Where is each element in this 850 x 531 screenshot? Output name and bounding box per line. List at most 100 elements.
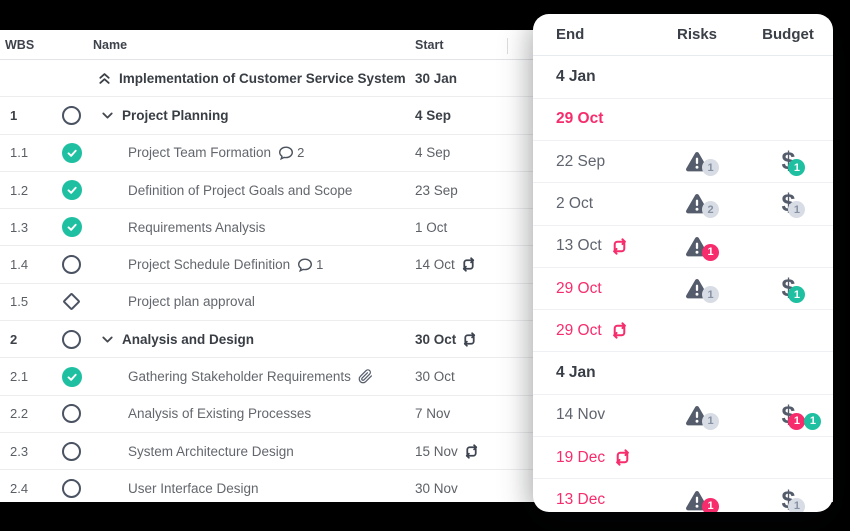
- status-done-icon[interactable]: [61, 366, 82, 387]
- column-header-start[interactable]: Start: [415, 37, 444, 52]
- end-date: 29 Oct: [556, 110, 604, 128]
- status-open-icon[interactable]: [62, 478, 81, 498]
- comment-bubble-icon: [297, 257, 313, 273]
- recurring-icon: [611, 238, 628, 255]
- column-header-end[interactable]: End: [556, 26, 585, 44]
- task-name: Gathering Stakeholder Requirements: [128, 369, 351, 385]
- column-header-risks[interactable]: Risks: [676, 26, 718, 44]
- project-name: Implementation of Customer Service Syste…: [119, 70, 406, 86]
- budget-count-badge: 1: [788, 286, 806, 304]
- start-date: 30 Jan: [415, 70, 458, 86]
- status-open-icon[interactable]: [62, 329, 81, 349]
- start-date: 7 Nov: [415, 406, 451, 422]
- status-done-icon[interactable]: [61, 180, 82, 201]
- risk-count-badge: 1: [702, 412, 719, 430]
- risk-indicator[interactable]: 1: [685, 490, 719, 512]
- wbs-cell: 1.3: [10, 219, 29, 235]
- wbs-cell: 1.1: [10, 145, 29, 161]
- status-done-icon[interactable]: [61, 217, 82, 238]
- budget-count-badge: 1: [788, 497, 806, 512]
- card-row[interactable]: 4 Jan: [533, 352, 833, 395]
- recurring-icon: [611, 322, 628, 339]
- start-date: 30 Nov: [415, 480, 458, 496]
- wbs-cell: 1.5: [10, 294, 29, 310]
- risk-count-badge: 1: [702, 286, 719, 304]
- card-row[interactable]: 22 Sep 1 $ 1: [533, 141, 833, 184]
- column-header-budget[interactable]: Budget: [762, 26, 814, 44]
- comments-indicator[interactable]: 1: [297, 257, 323, 273]
- budget-count-badge: 1: [788, 201, 806, 219]
- budget-count-badge: 1: [788, 159, 806, 177]
- task-name: Project Schedule Definition: [128, 257, 291, 273]
- end-date: 19 Dec: [556, 448, 606, 466]
- budget-indicator[interactable]: $ 1: [782, 149, 806, 177]
- end-date: 4 Jan: [556, 68, 596, 86]
- milestone-icon[interactable]: [62, 292, 81, 312]
- end-date: 29 Oct: [556, 279, 602, 297]
- task-name: Project plan approval: [128, 294, 255, 310]
- card-row[interactable]: 13 Oct 1: [533, 226, 833, 268]
- start-date: 14 Oct: [415, 257, 455, 273]
- risk-indicator[interactable]: 1: [685, 405, 719, 430]
- card-row[interactable]: 4 Jan: [533, 56, 833, 99]
- card-header-row: End Risks Budget: [533, 14, 833, 57]
- start-date: 30 Oct: [415, 369, 455, 385]
- card-row[interactable]: 2 Oct 2 $ 1: [533, 183, 833, 226]
- start-date: 23 Sep: [415, 182, 458, 198]
- end-date: 14 Nov: [556, 406, 606, 424]
- budget-indicator[interactable]: $ 1: [782, 276, 806, 304]
- status-done-icon[interactable]: [61, 142, 82, 163]
- chevron-down-icon[interactable]: [100, 332, 115, 347]
- card-row[interactable]: 29 Oct: [533, 99, 833, 141]
- wbs-cell: 2: [10, 331, 18, 347]
- recurring-icon: [614, 449, 631, 466]
- status-open-icon[interactable]: [62, 105, 81, 125]
- comment-count: 2: [297, 145, 305, 161]
- budget-indicator[interactable]: $ 1 1: [782, 402, 822, 430]
- budget-indicator[interactable]: $ 1: [782, 487, 806, 512]
- task-name: Analysis and Design: [122, 331, 255, 347]
- start-date: 4 Sep: [415, 107, 452, 123]
- collapse-all-icon[interactable]: [97, 71, 112, 86]
- task-name: Project Planning: [122, 107, 229, 123]
- budget-indicator[interactable]: $ 1: [782, 191, 806, 219]
- status-open-icon[interactable]: [62, 404, 81, 424]
- wbs-cell: 1: [10, 107, 18, 123]
- card-row[interactable]: 13 Dec 1 $ 1: [533, 479, 833, 512]
- risk-indicator[interactable]: 1: [685, 236, 719, 261]
- start-date: 4 Sep: [415, 145, 451, 161]
- comment-bubble-icon: [278, 145, 294, 161]
- grid-header-row: WBS Name Start: [0, 30, 833, 60]
- attachment-paperclip-icon[interactable]: [358, 369, 373, 384]
- start-date: 1 Oct: [415, 219, 448, 235]
- task-name: Definition of Project Goals and Scope: [128, 182, 353, 198]
- card-row[interactable]: 14 Nov 1 $ 1 1: [533, 395, 833, 438]
- risk-indicator[interactable]: 1: [685, 278, 719, 304]
- wbs-cell: 2.1: [10, 369, 29, 385]
- column-header-wbs[interactable]: WBS: [5, 37, 35, 52]
- card-row[interactable]: 29 Oct: [533, 310, 833, 353]
- status-open-icon[interactable]: [62, 441, 81, 461]
- wbs-cell: 2.4: [10, 480, 29, 496]
- task-name: Project Team Formation: [128, 145, 272, 161]
- recurring-icon: [464, 444, 479, 459]
- end-date: 29 Oct: [556, 321, 602, 339]
- budget-count-badge: 1: [788, 412, 806, 430]
- chevron-down-icon[interactable]: [100, 108, 115, 123]
- risk-count-badge: 2: [702, 201, 719, 219]
- risk-indicator[interactable]: 1: [685, 151, 719, 177]
- comment-count: 1: [316, 257, 324, 273]
- risk-count-badge: 1: [702, 159, 719, 177]
- comments-indicator[interactable]: 2: [278, 145, 304, 161]
- end-date: 4 Jan: [556, 364, 596, 382]
- task-name: Analysis of Existing Processes: [128, 406, 312, 422]
- recurring-icon: [461, 257, 476, 272]
- risk-indicator[interactable]: 2: [685, 193, 719, 219]
- card-row[interactable]: 19 Dec: [533, 437, 833, 480]
- task-name: System Architecture Design: [128, 443, 294, 459]
- card-row[interactable]: 29 Oct 1 $ 1: [533, 268, 833, 311]
- status-open-icon[interactable]: [62, 255, 81, 275]
- start-date: 15 Nov: [415, 443, 458, 459]
- column-header-name[interactable]: Name: [93, 37, 128, 52]
- end-date: 13 Oct: [556, 237, 602, 255]
